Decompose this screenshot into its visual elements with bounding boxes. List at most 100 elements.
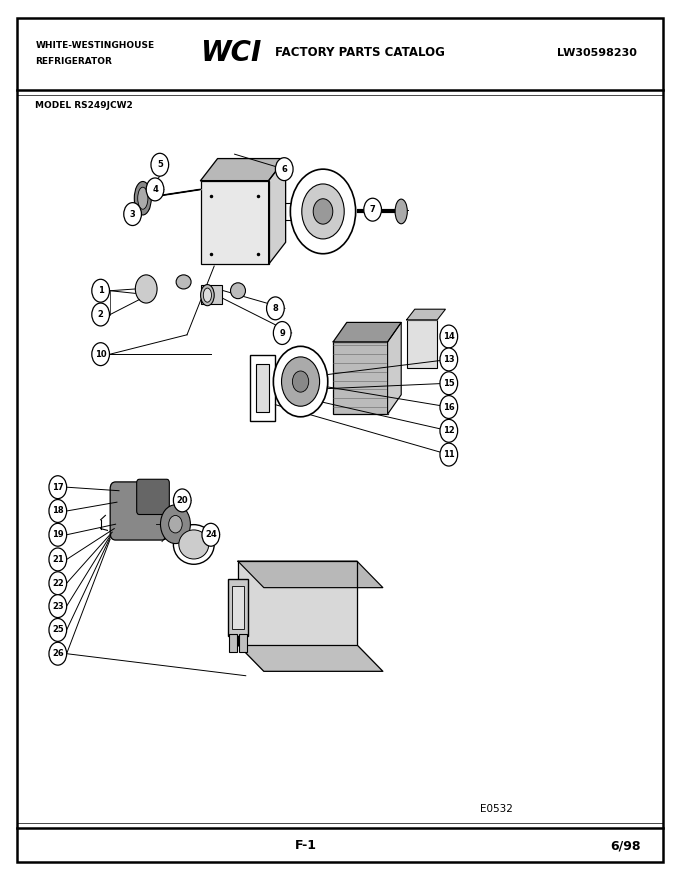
Circle shape [49,476,67,499]
Text: 17: 17 [52,483,64,492]
Bar [256,364,269,412]
Bar [407,320,437,368]
Bar [239,634,247,652]
Circle shape [49,548,67,571]
Bar [228,579,248,636]
Text: 13: 13 [443,355,455,364]
Bar [250,355,275,421]
Text: 10: 10 [95,350,107,359]
Bar [201,181,269,264]
Bar [333,342,388,414]
Circle shape [146,178,164,201]
Circle shape [275,158,293,181]
Circle shape [49,500,67,522]
Circle shape [273,346,328,417]
Text: E0532: E0532 [480,803,513,814]
Polygon shape [143,189,201,198]
Text: 22: 22 [52,579,64,588]
Ellipse shape [176,275,191,289]
Text: FACTORY PARTS CATALOG: FACTORY PARTS CATALOG [275,47,445,59]
Ellipse shape [231,283,245,299]
Circle shape [290,169,356,254]
Circle shape [440,419,458,442]
Circle shape [292,371,309,392]
Ellipse shape [179,529,209,559]
Polygon shape [143,189,201,198]
Text: 25: 25 [52,626,64,634]
Text: REFRIGERATOR: REFRIGERATOR [35,57,112,66]
Bar [232,586,244,629]
Text: 6/98: 6/98 [611,840,641,852]
Text: 12: 12 [443,426,455,435]
Circle shape [151,153,169,176]
Text: 9: 9 [279,329,285,337]
Circle shape [49,595,67,618]
Text: 26: 26 [52,649,64,658]
Polygon shape [238,561,357,645]
Polygon shape [201,159,286,181]
Polygon shape [333,322,401,342]
Text: 15: 15 [443,379,455,388]
Text: WCI: WCI [201,39,262,67]
Text: 16: 16 [443,403,455,411]
Text: 7: 7 [370,205,375,214]
Circle shape [173,489,191,512]
Text: 11: 11 [443,450,455,459]
Text: LW30598230: LW30598230 [557,48,637,58]
Circle shape [49,523,67,546]
Text: 21: 21 [52,555,64,564]
Circle shape [92,343,109,366]
Text: MODEL RS249JCW2: MODEL RS249JCW2 [35,101,133,110]
Text: 4: 4 [152,185,158,194]
Circle shape [364,198,381,221]
Polygon shape [388,322,401,414]
Circle shape [92,303,109,326]
Polygon shape [143,189,201,198]
Text: 2: 2 [98,310,103,319]
Bar [201,285,222,304]
Circle shape [302,184,344,239]
Circle shape [202,523,220,546]
Ellipse shape [137,188,148,210]
Circle shape [135,275,157,303]
Text: 20: 20 [176,496,188,505]
Ellipse shape [203,288,211,302]
Bar [229,634,237,652]
Circle shape [282,357,320,406]
Circle shape [169,515,182,533]
Circle shape [313,199,333,224]
Text: 14: 14 [443,332,455,341]
Ellipse shape [201,285,214,306]
Text: 5: 5 [157,160,163,169]
Text: 23: 23 [52,602,64,611]
Polygon shape [407,309,445,320]
Text: 8: 8 [273,304,278,313]
Circle shape [49,572,67,595]
Text: 18: 18 [52,507,64,515]
Text: 24: 24 [205,530,217,539]
Circle shape [440,372,458,395]
Text: 1: 1 [98,286,103,295]
Circle shape [273,322,291,344]
Text: 3: 3 [130,210,135,218]
Ellipse shape [173,524,214,564]
Circle shape [160,505,190,544]
Circle shape [440,443,458,466]
Polygon shape [269,159,286,264]
Text: 6: 6 [282,165,287,174]
Text: 19: 19 [52,530,64,539]
FancyBboxPatch shape [137,479,169,515]
Polygon shape [238,645,383,671]
Circle shape [49,618,67,641]
FancyBboxPatch shape [110,482,167,540]
Polygon shape [238,561,383,588]
Text: WHITE-WESTINGHOUSE: WHITE-WESTINGHOUSE [35,41,154,50]
Ellipse shape [395,199,407,224]
Circle shape [440,396,458,418]
Circle shape [124,203,141,226]
Circle shape [440,348,458,371]
Text: F-1: F-1 [295,840,317,852]
Circle shape [267,297,284,320]
Circle shape [440,325,458,348]
Circle shape [49,642,67,665]
